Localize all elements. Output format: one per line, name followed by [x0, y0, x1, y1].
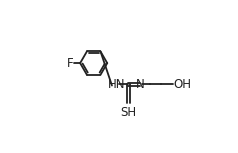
Text: HN: HN — [108, 78, 125, 91]
Text: SH: SH — [120, 106, 137, 119]
Text: OH: OH — [173, 78, 191, 91]
Text: F: F — [67, 57, 74, 70]
Text: N: N — [136, 78, 145, 91]
